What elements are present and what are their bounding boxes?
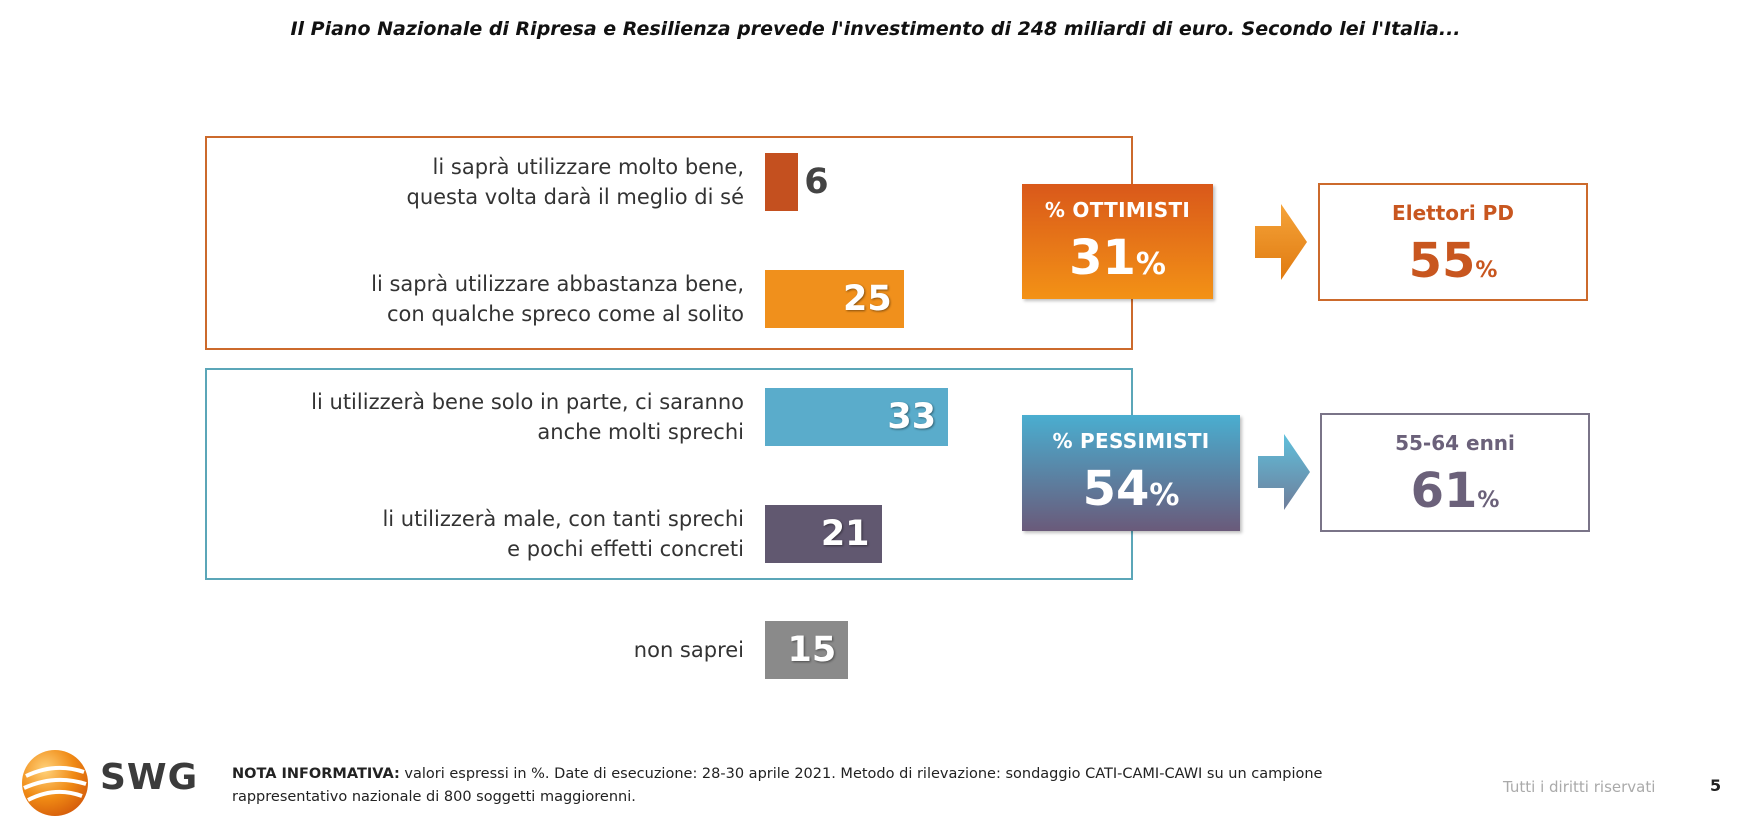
- optimists-summary-label: % OTTIMISTI: [1044, 198, 1191, 222]
- pessimists-summary-value: 54: [1082, 461, 1150, 517]
- optimists-summary-unit: %: [1135, 247, 1166, 282]
- data-label: 33: [887, 397, 937, 437]
- category-label-line: con qualche spreco come al solito: [387, 302, 744, 326]
- category-label-line: anche molti sprechi: [537, 420, 744, 444]
- category-label-line: li saprà utilizzare molto bene,: [432, 155, 744, 179]
- pessimists-highlight-label: 55-64 enni: [1395, 431, 1515, 455]
- pessimists-highlight-value: 61: [1410, 463, 1478, 519]
- pessimists-summary: % PESSIMISTI 54%: [1022, 415, 1240, 531]
- swg-logo-text: SWG: [100, 757, 199, 798]
- bar: [765, 388, 949, 446]
- category-label: li saprà utilizzare molto bene, questa vo…: [407, 152, 745, 212]
- bar: [765, 270, 904, 328]
- page-number: 5: [1710, 776, 1722, 795]
- optimists-summary-value: 31: [1069, 230, 1136, 286]
- category-label: non saprei: [634, 635, 744, 665]
- category-label: li utilizzerà bene solo in parte, ci sar…: [311, 387, 744, 447]
- footer-note: NOTA INFORMATIVA: valori espressi in %. …: [232, 763, 1372, 809]
- data-label: 6: [804, 162, 829, 202]
- optimists-highlight-unit: %: [1475, 258, 1498, 283]
- bar: [765, 621, 849, 679]
- category-label-line: li utilizzerà male, con tanti sprechi: [382, 507, 744, 531]
- arrow-right-icon: [1255, 204, 1307, 280]
- optimists-highlight-label: Elettori PD: [1392, 201, 1514, 225]
- pessimists-highlight-unit: %: [1477, 488, 1500, 513]
- data-label: 15: [787, 630, 837, 670]
- swg-logo-icon: [22, 750, 88, 816]
- bar: [765, 505, 882, 563]
- arrow-right-icon: [1258, 434, 1310, 510]
- category-label-line: non saprei: [633, 638, 744, 662]
- category-label-line: li saprà utilizzare abbastanza bene,: [371, 272, 744, 296]
- pessimists-highlight-box: 55-64 enni 61%: [1320, 413, 1590, 532]
- footer-note-text: valori espressi in %. Date di esecuzione…: [232, 766, 1323, 805]
- category-label-line: e pochi effetti concreti: [507, 537, 744, 561]
- category-label: li utilizzerà male, con tanti sprechi e p…: [382, 504, 744, 564]
- optimists-highlight-box: Elettori PD 55%: [1318, 183, 1588, 301]
- page-title: Il Piano Nazionale di Ripresa e Resilien…: [290, 18, 1461, 40]
- pessimists-summary-label: % PESSIMISTI: [1052, 429, 1210, 453]
- category-label-line: li utilizzerà bene solo in parte, ci sar…: [311, 390, 744, 414]
- footer-note-label: NOTA INFORMATIVA:: [232, 766, 400, 782]
- bar: [765, 153, 799, 211]
- rights-notice: Tutti i diritti riservati: [1503, 778, 1656, 796]
- data-label: 25: [843, 279, 892, 319]
- optimists-highlight-value: 55: [1408, 233, 1476, 289]
- category-label: li saprà utilizzare abbastanza bene, con …: [371, 269, 744, 329]
- category-label-line: questa volta darà il meglio di sé: [406, 185, 745, 209]
- pessimists-summary-unit: %: [1149, 478, 1180, 513]
- data-label: 21: [820, 514, 870, 554]
- optimists-summary: % OTTIMISTI 31%: [1022, 184, 1213, 299]
